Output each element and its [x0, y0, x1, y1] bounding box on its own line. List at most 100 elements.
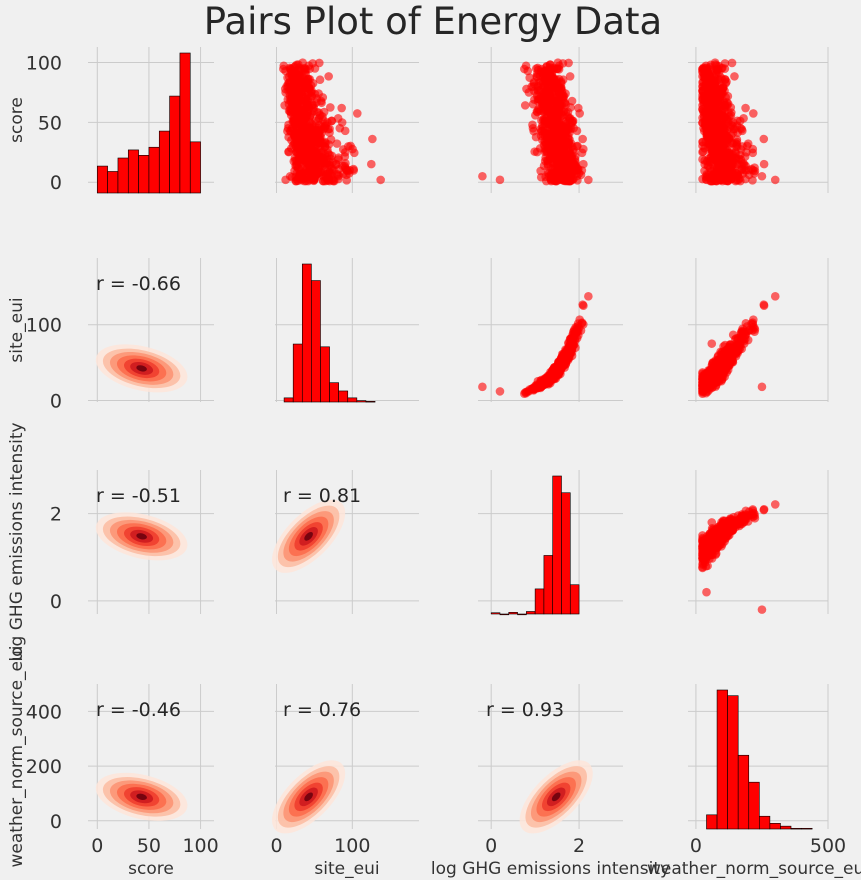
hist-bar	[148, 146, 160, 194]
scatter-point	[315, 75, 325, 85]
scatter-point	[287, 86, 296, 95]
hist-bar	[329, 382, 339, 403]
panels-layer: r = -0.66 r = -0.51 r = 0.81 r = -0.46 r = 0…	[7, 47, 861, 879]
scatter-point	[707, 339, 717, 348]
y-axis-label: site_eui	[7, 297, 27, 362]
hist-bar	[107, 171, 119, 194]
y-tick-label: 2	[50, 504, 62, 526]
scatter-point	[732, 116, 742, 126]
scatter-point	[759, 505, 769, 515]
panel-2-0	[88, 470, 214, 614]
scatter-point	[698, 95, 707, 104]
scatter-point	[326, 103, 335, 112]
scatter-point	[741, 103, 750, 113]
x-axis-label: log GHG emissions intensity	[431, 859, 670, 879]
panel-2-1	[272, 470, 419, 614]
scatter-point	[541, 153, 550, 163]
scatter-point	[367, 159, 376, 169]
scatter-point	[703, 114, 712, 123]
scatter-point	[530, 95, 539, 104]
scatter-point	[584, 292, 593, 301]
scatter-point	[709, 112, 719, 121]
scatter-point	[523, 66, 533, 76]
scatter-point	[726, 111, 736, 120]
scatter-point	[557, 127, 566, 137]
scatter-point	[706, 90, 715, 100]
kde-contour	[136, 533, 147, 540]
hist-bar	[320, 346, 330, 403]
scatter-point	[716, 72, 726, 82]
scatter-point	[342, 170, 351, 180]
hist-bar	[347, 397, 358, 403]
scatter-point	[731, 176, 740, 186]
hist-bar	[169, 95, 181, 194]
scatter-point	[338, 161, 347, 171]
scatter-point	[757, 605, 767, 614]
hist-bar	[189, 141, 201, 194]
scatter-point	[711, 362, 721, 372]
panel-0-2	[478, 47, 623, 193]
panel-1-0	[88, 258, 214, 402]
hist-bar	[338, 390, 349, 403]
scatter-point	[565, 339, 575, 348]
scatter-point	[316, 111, 325, 120]
scatter-point	[284, 147, 294, 157]
x-tick-label: 50	[137, 835, 161, 857]
y-tick-label: 100	[26, 53, 62, 75]
y-tick-label: 400	[26, 701, 62, 723]
chart-title: Pairs Plot of Energy Data	[204, 0, 662, 43]
panel-3-3	[688, 684, 829, 830]
scatter-point	[702, 587, 711, 597]
scatter-point	[329, 176, 338, 186]
scatter-point	[529, 77, 539, 87]
hist-bar	[706, 814, 718, 830]
scatter-point	[575, 109, 584, 118]
scatter-point	[715, 127, 725, 137]
scatter-point	[720, 359, 730, 369]
hist-bar	[790, 827, 802, 830]
scatter-point	[698, 550, 707, 560]
scatter-point	[283, 95, 293, 104]
scatter-point	[711, 156, 721, 166]
scatter-point	[565, 72, 575, 81]
scatter-point	[727, 521, 736, 531]
hist-bar	[569, 584, 580, 615]
scatter-point	[537, 127, 546, 136]
scatter-point	[741, 506, 751, 516]
scatter-point	[711, 549, 721, 558]
kde-contour	[551, 792, 561, 802]
scatter-point	[770, 175, 780, 185]
scatter-point	[349, 166, 359, 175]
scatter-point	[706, 370, 715, 380]
scatter-point	[725, 340, 735, 350]
correlation-label: r = -0.46	[96, 699, 181, 721]
scatter-point	[770, 292, 780, 301]
scatter-point	[289, 114, 298, 123]
hist-bar	[526, 611, 536, 615]
scatter-point	[533, 69, 542, 79]
scatter-point	[562, 149, 571, 159]
scatter-point	[570, 330, 579, 339]
x-tick-label: 0	[270, 835, 282, 857]
scatter-point	[495, 175, 505, 185]
hist-bar	[179, 52, 191, 194]
scatter-point	[545, 63, 555, 72]
y-tick-label: 0	[50, 172, 62, 194]
scatter-point	[704, 154, 714, 163]
scatter-point	[532, 147, 542, 157]
hist-bar	[365, 401, 376, 403]
x-axis-label: site_eui	[314, 859, 379, 879]
scatter-point	[699, 63, 708, 72]
x-axis-label: weather_norm_source_eui	[647, 859, 861, 879]
scatter-point	[711, 105, 721, 115]
hist-bar	[534, 588, 545, 615]
scatter-point	[304, 130, 313, 140]
scatter-point	[702, 175, 711, 185]
scatter-point	[300, 141, 309, 150]
kde-contour	[304, 792, 313, 802]
scatter-point	[534, 105, 544, 115]
scatter-point	[578, 134, 587, 144]
scatter-point	[313, 167, 322, 176]
hist-bar	[283, 397, 294, 403]
scatter-point	[520, 101, 530, 110]
